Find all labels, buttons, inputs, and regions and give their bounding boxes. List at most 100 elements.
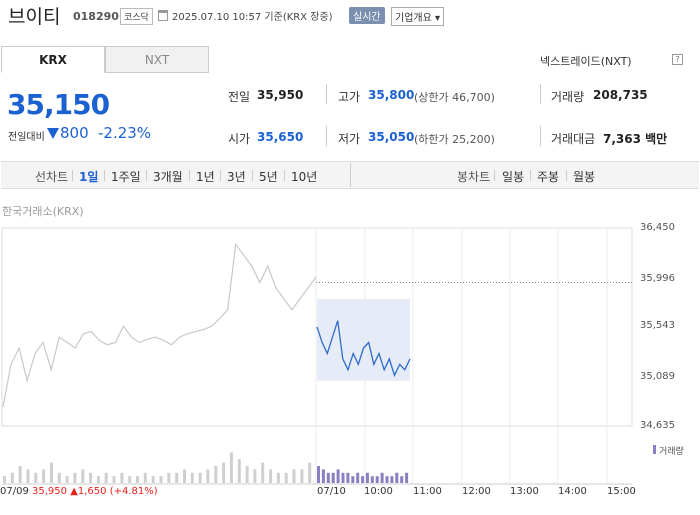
volume-bar <box>370 476 374 483</box>
volume-bar <box>365 472 369 483</box>
divider <box>350 163 351 187</box>
volume-bar <box>292 469 296 483</box>
volume-bar <box>321 469 325 483</box>
prev-day-change: ▲1,650 <box>70 486 107 497</box>
upper-limit: (상한가 46,700) <box>414 91 495 104</box>
divider <box>220 170 221 181</box>
volume-bar <box>89 472 93 483</box>
divider <box>189 170 190 181</box>
candle-weekly[interactable]: 주봉 <box>537 170 560 184</box>
divider <box>494 170 495 181</box>
volume-bar <box>356 472 360 483</box>
candle-chart-label: 봉차트 <box>457 170 491 184</box>
period-10y[interactable]: 10년 <box>291 170 318 184</box>
help-icon[interactable]: ? <box>672 54 683 65</box>
stock-code: 018290 <box>73 10 119 23</box>
period-1d[interactable]: 1일 <box>79 170 99 184</box>
current-price: 35,150 <box>7 88 110 121</box>
company-overview-button[interactable]: 기업개요 ▾ <box>391 7 444 26</box>
volume-bar <box>112 476 116 483</box>
volume-bar <box>167 472 171 483</box>
volume-bar <box>317 466 320 483</box>
divider <box>540 84 541 104</box>
volume-bar <box>206 469 210 483</box>
prev-day-change-pct: (+4.81%) <box>109 486 158 497</box>
x-tick-label: 15:00 <box>607 486 636 497</box>
x-tick-label: 13:00 <box>510 486 539 497</box>
volume-bar <box>222 462 226 483</box>
volume-bar <box>261 462 265 483</box>
volume-bar <box>65 476 69 483</box>
volume-bar <box>96 476 100 483</box>
volume-bar <box>405 472 409 483</box>
prev-day-summary: 07/09 35,950 ▲1,650 (+4.81%) <box>0 486 158 497</box>
nextrade-link[interactable]: 넥스트레이드(NXT) <box>540 55 632 68</box>
candle-monthly[interactable]: 월봉 <box>573 170 596 184</box>
low-label: 저가 <box>338 132 361 146</box>
candle-daily[interactable]: 일봉 <box>502 170 525 184</box>
change-percent: -2.23% <box>98 124 152 142</box>
volume-bars-today <box>317 466 409 483</box>
volume-bar <box>284 472 288 483</box>
volume-bar <box>120 472 124 483</box>
volume-bar <box>385 476 389 483</box>
volume-bars-prev <box>3 452 312 483</box>
volume-bar <box>308 462 312 483</box>
divider <box>252 170 253 181</box>
volume-bar <box>253 469 257 483</box>
prev-day-date: 07/09 <box>0 486 29 497</box>
volume-bar <box>300 469 304 483</box>
x-tick-label: 12:00 <box>462 486 491 497</box>
volume-bar <box>375 476 379 483</box>
volume-bar <box>128 476 132 483</box>
period-3m[interactable]: 3개월 <box>153 170 183 184</box>
y-tick-label: 35,543 <box>640 320 675 331</box>
divider <box>326 84 327 104</box>
stock-name: 브이티 <box>8 6 61 28</box>
realtime-button[interactable]: 실시간 <box>349 7 385 24</box>
volume-bar <box>198 472 202 483</box>
volume-bar <box>42 469 46 483</box>
divider <box>326 126 327 146</box>
today-line <box>316 320 411 378</box>
volume-legend-marker <box>653 445 656 454</box>
x-tick-label: 11:00 <box>413 486 442 497</box>
lower-limit: (하한가 25,200) <box>414 133 495 146</box>
calendar-icon <box>158 10 168 21</box>
timestamp: 2025.07.10 10:57 기준(KRX 장중) <box>172 12 333 23</box>
x-tick-label: 10:00 <box>364 486 393 497</box>
market-badge: 코스닥 <box>120 8 153 25</box>
volume-bar <box>229 452 233 483</box>
period-1w[interactable]: 1주일 <box>111 170 141 184</box>
volume-bar <box>390 476 394 483</box>
tab-nxt[interactable]: NXT <box>105 46 209 73</box>
y-tick-label: 34,635 <box>640 420 675 431</box>
volume-bar <box>57 472 61 483</box>
volume-bar <box>81 469 85 483</box>
high-value: 35,800 <box>368 88 415 102</box>
tab-krx[interactable]: KRX <box>1 46 105 73</box>
volume-bar <box>341 472 345 483</box>
volume-bar <box>395 472 399 483</box>
change-amount: 800 <box>60 124 89 142</box>
period-3y[interactable]: 3년 <box>227 170 246 184</box>
volume-bar <box>183 469 186 483</box>
volume-bar <box>50 462 53 483</box>
volume-bar <box>190 472 194 483</box>
change-label: 전일대비 <box>8 132 45 143</box>
amount-value: 7,363 백만 <box>603 132 668 146</box>
y-tick-label: 35,996 <box>640 273 675 284</box>
down-triangle-icon <box>47 128 59 139</box>
x-tick-label: 14:00 <box>558 486 587 497</box>
volume-bar <box>26 469 30 483</box>
volume-bar <box>331 472 335 483</box>
period-5y[interactable]: 5년 <box>259 170 278 184</box>
divider <box>146 170 147 181</box>
amount-label: 거래대금 <box>551 132 596 146</box>
volume-bar <box>18 466 22 483</box>
divider <box>284 170 285 181</box>
period-1y[interactable]: 1년 <box>196 170 215 184</box>
divider <box>566 170 567 181</box>
volume-bar <box>346 472 350 483</box>
line-chart-label: 선차트 <box>35 170 69 184</box>
